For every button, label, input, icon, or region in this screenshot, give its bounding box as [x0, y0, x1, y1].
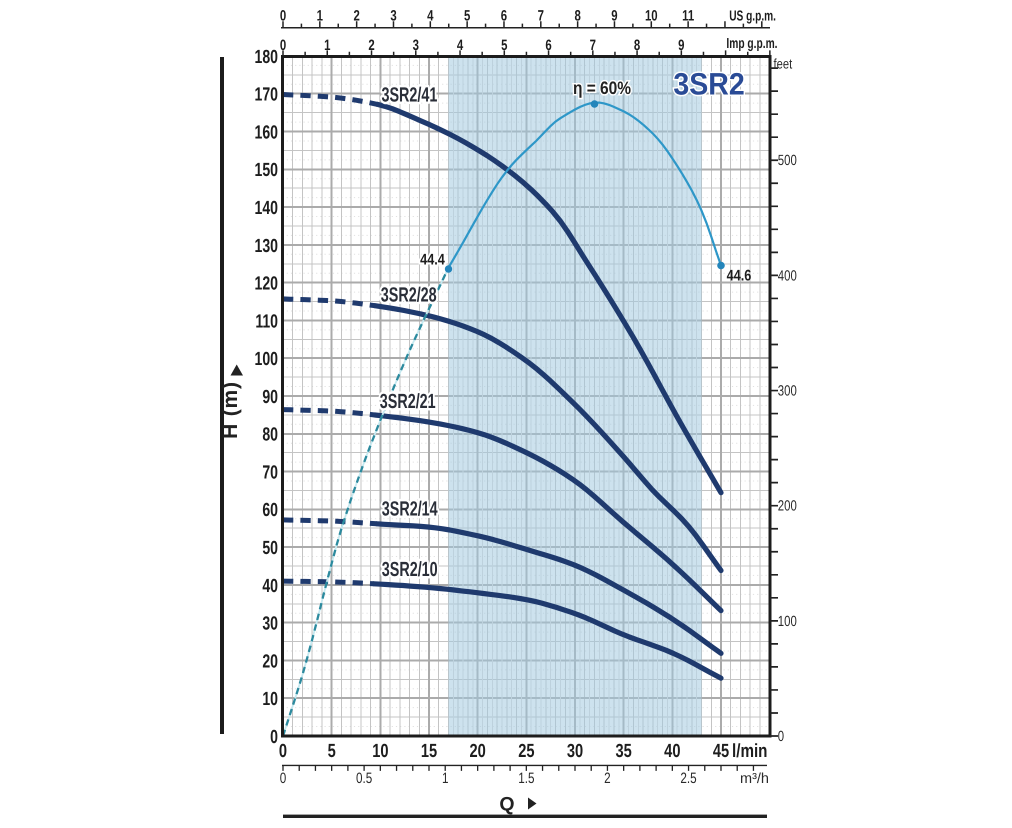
svg-text:7: 7: [538, 7, 544, 24]
svg-text:3SR2/28: 3SR2/28: [381, 284, 437, 307]
svg-text:25: 25: [518, 741, 535, 762]
svg-text:0: 0: [270, 727, 278, 748]
svg-text:US g.p.m.: US g.p.m.: [729, 9, 776, 25]
svg-text:45: 45: [713, 741, 730, 762]
svg-text:180: 180: [255, 47, 278, 68]
svg-text:5: 5: [501, 37, 507, 54]
svg-text:120: 120: [255, 274, 278, 295]
svg-text:4: 4: [457, 37, 464, 54]
svg-text:η = 60%: η = 60%: [573, 78, 631, 98]
svg-text:8: 8: [574, 7, 580, 24]
svg-text:2: 2: [353, 7, 359, 24]
svg-text:6: 6: [501, 7, 507, 24]
svg-text:160: 160: [255, 122, 278, 143]
svg-text:3: 3: [390, 7, 396, 24]
svg-text:6: 6: [545, 37, 551, 54]
svg-text:0: 0: [778, 729, 784, 745]
svg-text:20: 20: [262, 651, 278, 672]
svg-text:3SR2/10: 3SR2/10: [382, 558, 438, 581]
svg-text:15: 15: [421, 741, 438, 762]
svg-text:Q: Q: [499, 794, 514, 816]
svg-text:0: 0: [279, 741, 287, 762]
svg-text:0: 0: [280, 770, 287, 787]
svg-text:1: 1: [324, 37, 330, 54]
svg-text:H (m): H (m): [219, 381, 242, 439]
svg-text:30: 30: [262, 614, 278, 635]
svg-text:300: 300: [778, 384, 797, 400]
svg-text:20: 20: [470, 741, 486, 762]
svg-text:100: 100: [255, 349, 278, 370]
svg-text:8: 8: [634, 37, 640, 54]
svg-text:l/min: l/min: [732, 741, 767, 762]
svg-text:Imp g.p.m.: Imp g.p.m.: [726, 36, 777, 52]
svg-text:2: 2: [604, 770, 611, 787]
svg-text:5: 5: [328, 741, 336, 762]
svg-text:4: 4: [427, 7, 434, 24]
svg-text:3SR2: 3SR2: [673, 67, 744, 102]
svg-text:m³/h: m³/h: [740, 771, 769, 787]
svg-text:1: 1: [317, 7, 323, 24]
svg-text:2.5: 2.5: [680, 770, 696, 787]
svg-text:110: 110: [255, 311, 278, 332]
svg-text:170: 170: [255, 85, 278, 106]
svg-text:10: 10: [372, 741, 388, 762]
svg-text:40: 40: [262, 576, 278, 597]
svg-text:feet: feet: [774, 56, 793, 72]
svg-text:35: 35: [616, 741, 633, 762]
svg-text:70: 70: [262, 462, 278, 483]
svg-text:44.6: 44.6: [727, 268, 752, 285]
svg-text:3SR2/21: 3SR2/21: [380, 390, 436, 413]
svg-text:40: 40: [664, 741, 680, 762]
svg-text:50: 50: [262, 538, 278, 559]
svg-text:30: 30: [567, 741, 583, 762]
svg-text:150: 150: [255, 160, 278, 181]
svg-text:3SR2/14: 3SR2/14: [382, 498, 438, 521]
svg-text:400: 400: [778, 268, 797, 284]
svg-text:5: 5: [464, 7, 470, 24]
svg-text:1.5: 1.5: [518, 770, 534, 787]
svg-text:0: 0: [280, 37, 286, 54]
svg-text:44.4: 44.4: [420, 252, 445, 269]
svg-text:9: 9: [611, 7, 617, 24]
svg-text:500: 500: [778, 153, 797, 169]
svg-text:0.5: 0.5: [356, 770, 372, 787]
svg-text:200: 200: [778, 499, 797, 515]
svg-text:90: 90: [262, 387, 278, 408]
svg-text:80: 80: [262, 425, 278, 446]
svg-text:3: 3: [413, 37, 419, 54]
svg-text:7: 7: [590, 37, 596, 54]
svg-text:9: 9: [678, 37, 684, 54]
svg-text:3SR2/41: 3SR2/41: [382, 84, 438, 107]
svg-text:100: 100: [778, 614, 797, 630]
svg-text:10: 10: [645, 7, 658, 24]
svg-text:11: 11: [682, 7, 694, 24]
svg-text:1: 1: [442, 770, 449, 787]
svg-text:10: 10: [262, 689, 278, 710]
svg-text:130: 130: [255, 236, 278, 257]
svg-text:60: 60: [262, 500, 278, 521]
svg-text:2: 2: [368, 37, 374, 54]
svg-text:140: 140: [255, 198, 278, 219]
svg-text:0: 0: [280, 7, 286, 24]
